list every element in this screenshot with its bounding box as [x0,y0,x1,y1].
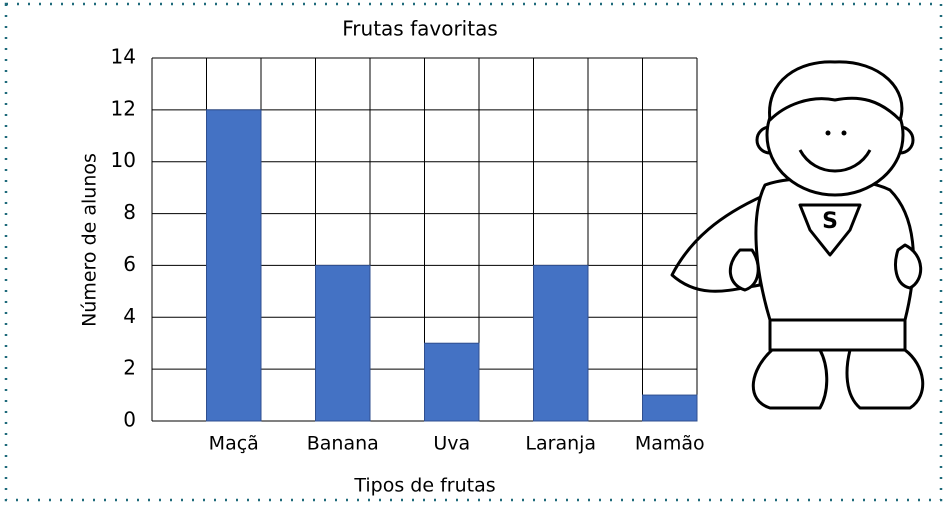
chart-title: Frutas favoritas [342,17,498,41]
y-axis-label: Número de alunos [79,153,101,327]
y-tick-label: 14 [111,45,136,69]
y-tick-label: 2 [123,356,136,380]
bar [533,264,589,422]
y-tick-label: 8 [123,200,136,224]
hero-emblem: S [822,209,838,234]
bar [315,264,371,422]
x-tick-label: Uva [433,433,470,455]
x-axis-label: Tipos de frutas [353,475,495,497]
x-tick-label: Banana [307,433,379,455]
y-tick-label: 4 [123,304,136,328]
bar [424,342,480,422]
bar [642,394,698,422]
x-tick-label: Laranja [525,433,596,455]
x-tick-label: Maçã [209,433,259,455]
y-tick-label: 6 [123,252,136,276]
bar [206,109,262,422]
y-tick-label: 10 [111,148,136,172]
y-tick-label: 0 [123,408,136,432]
y-tick-label: 12 [111,96,136,120]
superhero-illustration: S [670,60,925,410]
x-tick-label: Mamão [635,433,705,455]
